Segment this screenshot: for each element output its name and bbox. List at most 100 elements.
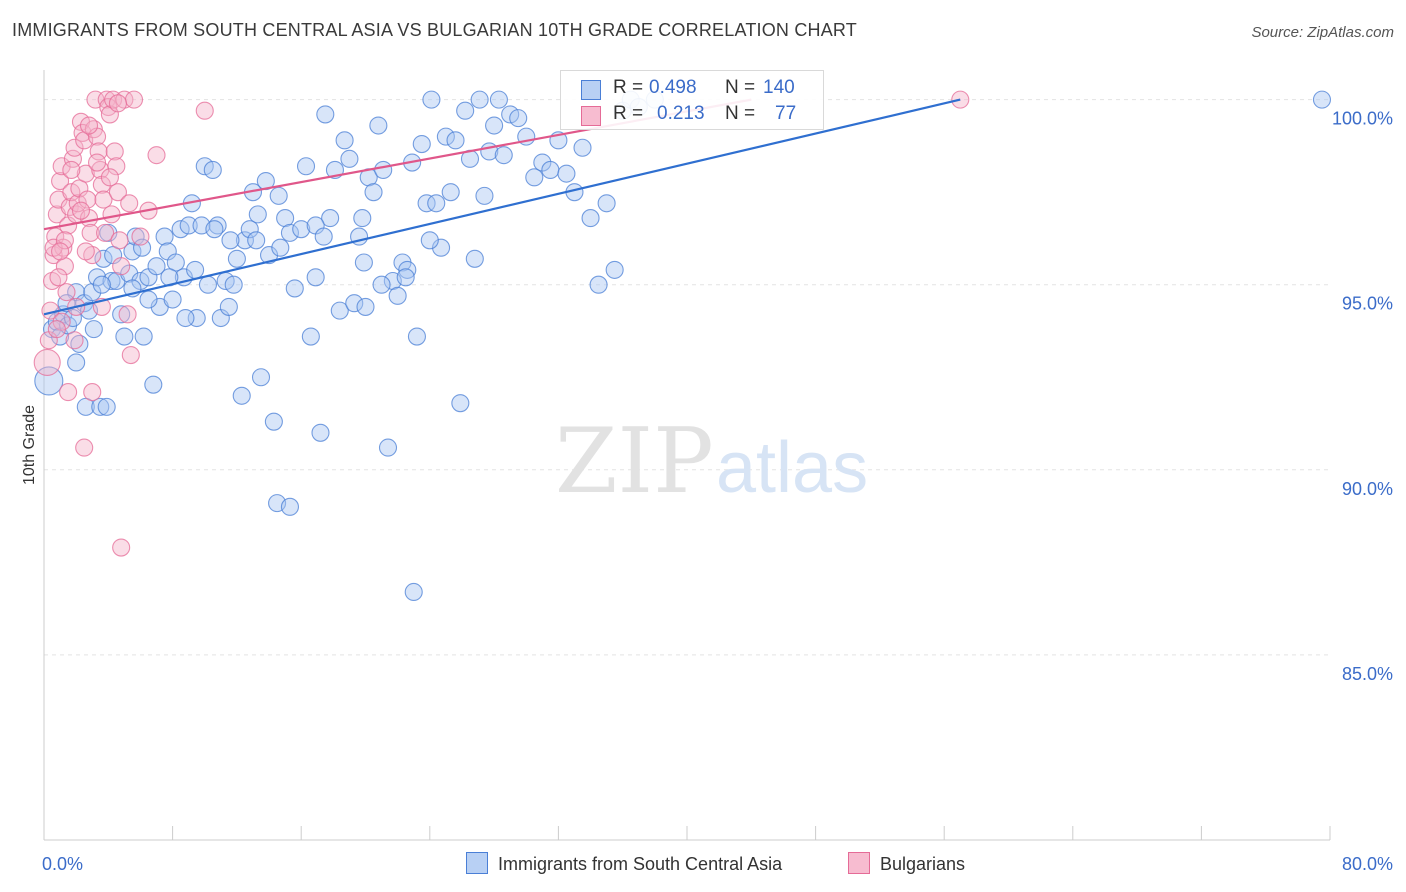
blue-point [92,275,111,294]
blue-point [340,149,359,168]
blue-point [605,260,624,279]
y-tick-label: 85.0% [1342,664,1393,684]
legend-label-bulgarians: Bulgarians [880,854,966,874]
pink-point [71,201,91,220]
blue-point [335,131,354,150]
r-value-pink: 0.213 [657,103,705,124]
blue-point [285,279,304,298]
blue-point [221,231,240,250]
blue-point [396,268,415,287]
pink-point [108,183,127,202]
blue-point [176,308,195,328]
y-axis-label: 10th Grade [21,405,38,485]
blue-point [91,397,110,416]
blue-point [227,249,246,268]
blue-point [102,271,121,291]
pink-swatch [581,106,601,126]
blue-point [581,209,600,228]
blue-point [369,116,388,135]
watermark-atlas: atlas [716,428,868,508]
chart-source: Source: ZipAtlas.com [1251,24,1394,41]
blue-point [330,301,349,320]
pink-point [59,383,78,402]
blue-point [525,168,544,187]
blue-point [186,260,205,279]
blue-point [83,283,102,302]
axes [43,70,1331,841]
blue-point [354,253,373,272]
pink-point [147,146,166,165]
blue-point [276,209,295,228]
pink-point [79,116,99,135]
pink-point [102,205,121,224]
n-value-blue: 140 [763,77,795,98]
n-value-pink: 77 [775,103,797,124]
pink-point [49,268,68,287]
blue-point [112,305,131,324]
watermark: ZIP atlas [555,409,868,514]
pink-point [195,101,214,120]
blue-point [404,582,423,602]
blue-point [446,131,465,150]
stats-legend: R = 0.498 N = 140 R = 0.213 N = 77 [560,70,824,130]
blue-point [509,109,528,128]
pink-point [83,383,102,402]
pink-point [96,223,115,242]
blue-point [232,386,251,405]
n-label-pink: N = [725,103,756,124]
legend-label-immigrants: Immigrants from South Central Asia [498,854,783,874]
blue-point [417,194,436,213]
pink-point [47,320,66,339]
blue-point [494,146,513,165]
pink-point [124,90,144,109]
blue-point [67,353,86,372]
blue-point [219,297,238,316]
r-label-pink: R = [613,103,644,124]
blue-swatch [581,80,601,100]
pink-point [51,242,70,261]
x-tick-label-end: 80.0% [1342,854,1393,874]
blue-point [388,286,407,305]
blue-point [205,220,224,239]
blue-point [589,275,608,294]
y-tick-label: 90.0% [1342,479,1393,499]
pink-point [94,190,113,209]
blue-point [280,223,299,242]
blue-point [314,227,333,246]
pink-point [65,331,84,350]
pink-point [110,231,129,250]
pink-point [57,283,76,302]
blue-point [427,194,446,213]
pink-point [112,257,131,276]
legend-item-immigrants: Immigrants from South Central Asia [466,852,782,875]
blue-point [573,138,592,157]
blue-point [155,227,174,246]
blue-point [203,160,222,180]
pink-point [51,172,70,191]
blue-point [489,90,508,109]
blue-point [94,249,113,268]
blue-point [412,134,431,154]
blue-point [398,260,417,279]
pink-point [81,223,100,242]
pink-point [33,348,61,377]
pink-point [65,138,84,157]
blue-point [1312,90,1332,109]
pink-point [87,153,107,172]
trend-lines [43,98,961,316]
pink-point [112,538,131,557]
blue-point [139,290,158,309]
blue-point [224,275,243,294]
blue-point [247,231,266,250]
blue-point [364,183,383,202]
pink-point [75,438,94,457]
pink-point [55,257,74,276]
blue-point [163,290,182,309]
pink-point [73,123,92,142]
grid-lines [44,99,1330,656]
data-points [33,90,1332,602]
blue-point [84,320,103,339]
blue-point [456,101,475,120]
blue-point [420,231,439,250]
blue-point [97,397,116,416]
